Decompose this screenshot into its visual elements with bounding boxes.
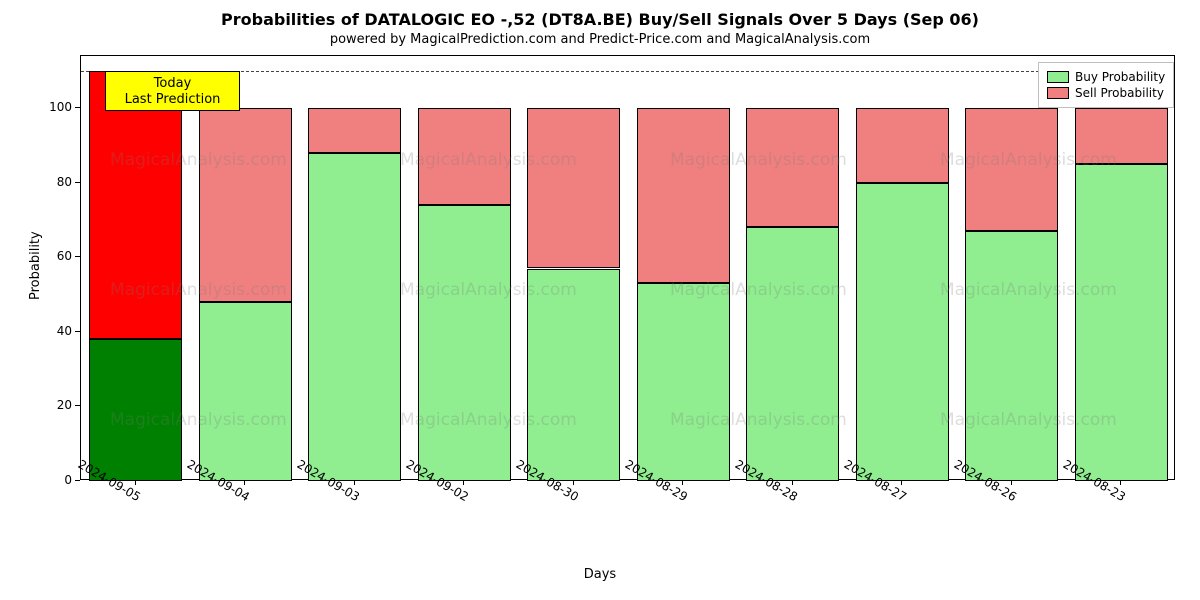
bar-sell: [89, 71, 182, 339]
x-axis-label: Days: [0, 567, 1200, 582]
ytick-label: 0: [32, 473, 72, 487]
ytick-mark: [75, 405, 80, 406]
bar-buy: [527, 269, 620, 482]
bar-sell: [1075, 108, 1168, 164]
ytick-mark: [75, 480, 80, 481]
ytick-mark: [75, 256, 80, 257]
annotation-line1: Today: [114, 76, 231, 92]
ytick-label: 100: [32, 100, 72, 114]
chart-figure: Probabilities of DATALOGIC EO -,52 (DT8A…: [0, 0, 1200, 600]
bar-buy: [965, 231, 1058, 481]
bar-buy: [418, 205, 511, 481]
chart-title: Probabilities of DATALOGIC EO -,52 (DT8A…: [0, 10, 1200, 29]
ytick-mark: [75, 331, 80, 332]
ytick-label: 20: [32, 398, 72, 412]
xtick-mark: [1120, 480, 1121, 485]
legend-label-buy: Buy Probability: [1075, 70, 1165, 84]
bar-buy: [308, 153, 401, 481]
bar-buy: [199, 302, 292, 481]
today-annotation: Today Last Prediction: [105, 71, 240, 111]
xtick-mark: [244, 480, 245, 485]
xtick-mark: [463, 480, 464, 485]
bar-sell: [308, 108, 401, 153]
xtick-mark: [573, 480, 574, 485]
bar-buy: [856, 183, 949, 481]
xtick-mark: [1011, 480, 1012, 485]
chart-subtitle: powered by MagicalPrediction.com and Pre…: [0, 32, 1200, 47]
xtick-mark: [135, 480, 136, 485]
xtick-mark: [354, 480, 355, 485]
legend-label-sell: Sell Probability: [1075, 86, 1164, 100]
bar-sell: [856, 108, 949, 183]
ytick-label: 80: [32, 175, 72, 189]
xtick-mark: [901, 480, 902, 485]
bar-buy: [746, 227, 839, 481]
bar-sell: [418, 108, 511, 205]
ytick-mark: [75, 182, 80, 183]
ytick-mark: [75, 107, 80, 108]
legend-swatch-buy: [1047, 71, 1069, 83]
legend: Buy Probability Sell Probability: [1038, 62, 1174, 108]
bar-buy: [1075, 164, 1168, 481]
legend-item-sell: Sell Probability: [1047, 86, 1165, 100]
plot-area: [80, 55, 1175, 480]
bar-buy: [637, 283, 730, 481]
ytick-label: 60: [32, 249, 72, 263]
annotation-line2: Last Prediction: [114, 92, 231, 108]
y-axis-label: Probability: [28, 231, 43, 300]
legend-swatch-sell: [1047, 87, 1069, 99]
legend-item-buy: Buy Probability: [1047, 70, 1165, 84]
xtick-mark: [682, 480, 683, 485]
bar-sell: [746, 108, 839, 227]
bar-sell: [637, 108, 730, 283]
ytick-label: 40: [32, 324, 72, 338]
bar-sell: [199, 108, 292, 302]
dashed-reference-line: [81, 71, 1174, 72]
bar-buy: [89, 339, 182, 481]
bar-sell: [965, 108, 1058, 231]
bar-sell: [527, 108, 620, 268]
xtick-mark: [792, 480, 793, 485]
